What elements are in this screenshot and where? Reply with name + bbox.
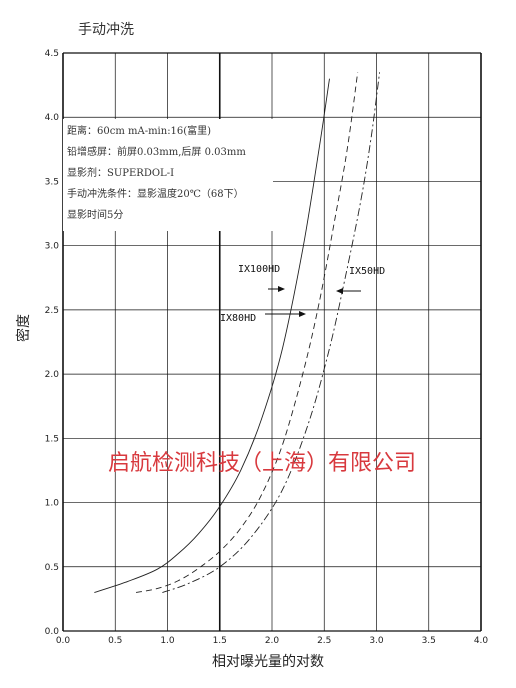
- y-tick-label: 1.5: [45, 434, 59, 444]
- y-tick-label: 1.0: [45, 499, 60, 509]
- x-tick-label: 2.0: [265, 636, 280, 646]
- condition-line: 铅增感屏：前屏0.03mm,后屏 0.03mm: [67, 145, 246, 158]
- curve-label-ix50hd: IX50HD: [349, 266, 385, 277]
- y-tick-label: 3.0: [45, 242, 60, 252]
- x-tick-label: 0.5: [108, 636, 122, 646]
- series-line-ix100hd: [94, 78, 330, 593]
- x-tick-label: 1.5: [213, 636, 227, 646]
- y-tick-labels: 0.0 0.5 1.0 1.5 2.0 2.5 3.0 3.5 4.0 4.5: [45, 49, 60, 637]
- condition-line: 显影时间5分: [67, 208, 123, 221]
- curve-label-ix80hd: IX80HD: [220, 313, 256, 324]
- x-tick-label: 1.0: [160, 636, 175, 646]
- watermark: 启航检测科技（上海）有限公司: [108, 451, 416, 476]
- arrow-head: [278, 286, 285, 292]
- y-tick-label: 2.5: [45, 306, 59, 316]
- x-axis-label: 相对曝光量的对数: [212, 654, 324, 670]
- x-tick-label: 4.0: [474, 636, 489, 646]
- series-line-ix50hd: [162, 72, 381, 593]
- x-tick-label: 2.5: [317, 636, 331, 646]
- y-tick-label: 0.0: [45, 627, 60, 637]
- chart-title: 手动冲洗: [78, 22, 134, 38]
- condition-line: 手动冲洗条件：显影温度20℃（68下）: [67, 187, 244, 200]
- arrow-head: [299, 311, 306, 317]
- series-line-ix80hd: [136, 72, 359, 593]
- y-tick-label: 2.0: [45, 370, 60, 380]
- x-tick-label: 0.0: [56, 636, 71, 646]
- y-tick-label: 4.0: [45, 113, 60, 123]
- x-tick-label: 3.0: [369, 636, 384, 646]
- y-axis-label: 密度: [15, 314, 32, 342]
- y-tick-label: 3.5: [45, 177, 59, 187]
- curve-labels: IX100HD IX80HD IX50HD: [220, 264, 385, 324]
- arrow-head: [336, 288, 343, 294]
- y-tick-label: 0.5: [45, 563, 59, 573]
- conditions-block: 距离：60cm mA-min:16(富里) 铅增感屏：前屏0.03mm,后屏 0.…: [63, 119, 273, 231]
- curve-label-ix100hd: IX100HD: [238, 264, 280, 275]
- grid: [62, 52, 482, 632]
- condition-line: 显影剂：SUPERDOL-I: [67, 166, 174, 179]
- series-lines: [94, 72, 381, 593]
- x-tick-labels: 0.0 0.5 1.0 1.5 2.0 2.5 3.0 3.5 4.0: [56, 636, 489, 646]
- x-tick-label: 3.5: [422, 636, 436, 646]
- condition-line: 距离：60cm mA-min:16(富里): [67, 124, 211, 137]
- y-tick-label: 4.5: [45, 49, 59, 59]
- conditions-backdrop: [63, 119, 273, 231]
